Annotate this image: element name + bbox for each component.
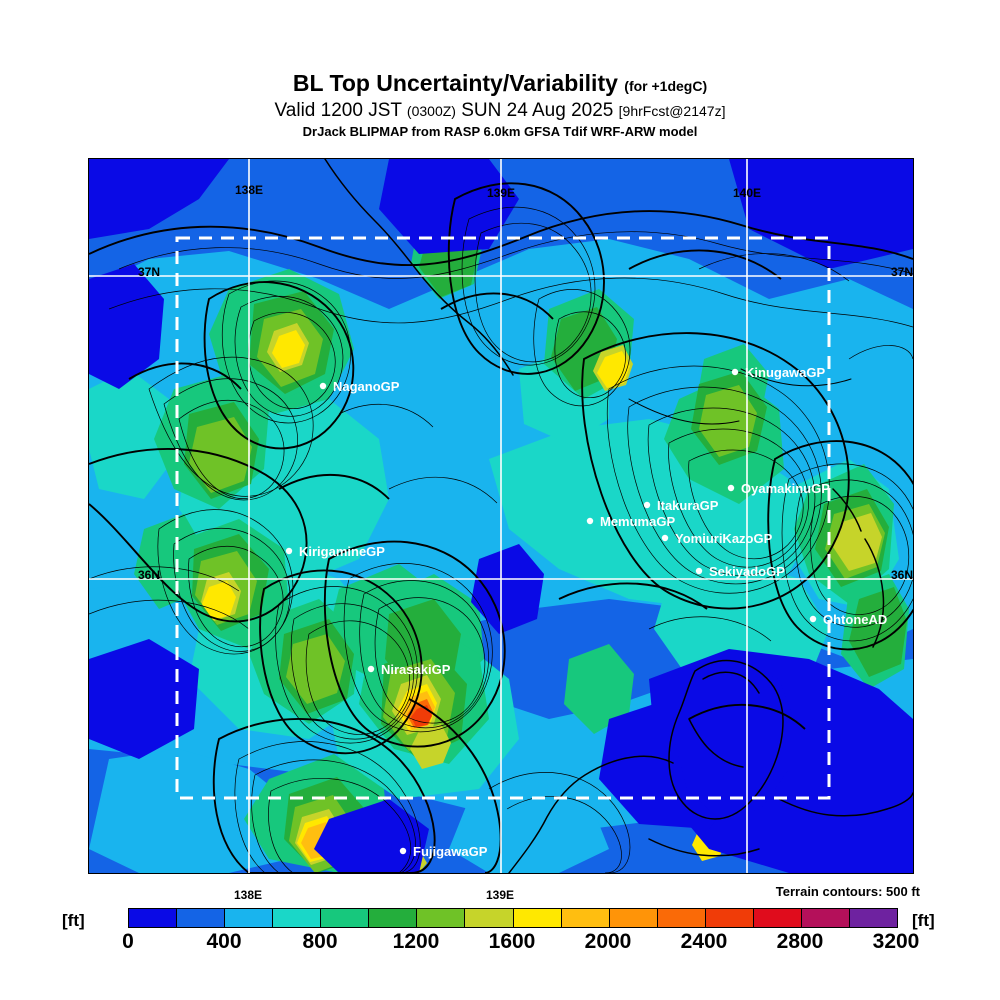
colorbar-tick-2000: 2000 (584, 930, 632, 953)
colorbar-tick-400: 400 (206, 930, 242, 953)
station-dot-yomiurikazogp[interactable] (661, 534, 669, 542)
station-label-memumagp: MemumaGP (600, 514, 675, 529)
coord-label-36n: 36N (891, 568, 913, 582)
title-block: BL Top Uncertainty/Variability (for +1de… (0, 70, 1000, 141)
colorbar-swatch-0 (129, 909, 178, 927)
coord-label-139e: 139E (487, 186, 515, 200)
bottom-coord-label-138e: 138E (233, 888, 263, 902)
title-main: BL Top Uncertainty/Variability (292, 70, 618, 96)
colorbar-swatch-6 (417, 909, 466, 927)
bottom-coord-label-139e: 139E (485, 888, 515, 902)
colorbar-swatches[interactable] (128, 908, 898, 928)
colorbar-swatch-2 (225, 909, 274, 927)
colorbar-tick-2800: 2800 (776, 930, 824, 953)
station-dot-nirasakigp[interactable] (367, 665, 375, 673)
sector-boundary-box (175, 236, 831, 800)
lat-lon-grid (89, 159, 913, 873)
colorbar-swatch-1 (177, 909, 226, 927)
water-tokyo-bay (674, 664, 794, 819)
title-main-line: BL Top Uncertainty/Variability (for +1de… (0, 70, 1000, 99)
colorbar-swatch-14 (801, 909, 850, 927)
colorbar-swatch-5 (369, 909, 418, 927)
station-label-oyamakinugp: OyamakinuGP (741, 481, 830, 496)
colorbar-legend[interactable]: [ft] [ft] 0 400 800 1200 1600 2000 2400 2800 320… (0, 903, 1000, 953)
station-dot-kinugawagp[interactable] (731, 368, 739, 376)
coord-label-37n: 37N (891, 265, 913, 279)
valid-date: SUN 24 Aug 2025 (461, 100, 614, 121)
colorbar-tick-1200: 1200 (392, 930, 440, 953)
unit-label-right: [ft] (912, 911, 935, 930)
colorbar-tick-3200: 3200 (872, 930, 920, 953)
colorbar-swatch-9 (561, 909, 610, 927)
station-label-kirigaminegp: KirigamineGP (299, 544, 385, 559)
terrain-contours-thin (89, 206, 913, 873)
coastline (324, 159, 913, 873)
colorbar-tick-800: 800 (302, 930, 338, 953)
terrain-contour-note: Terrain contours: 500 ft (775, 884, 920, 899)
colorbar-swatch-11 (657, 909, 706, 927)
title-source: DrJack BLIPMAP from RASP 6.0km GFSA Tdif… (302, 124, 698, 139)
coordinate-labels: 138E 139E 140E 37N 37N 36N 36N (138, 183, 913, 582)
station-dot-itakuragp[interactable] (643, 501, 651, 509)
station-dot-fujigawagp[interactable] (399, 847, 407, 855)
station-dot-kirigaminegp[interactable] (285, 547, 293, 555)
station-label-itakuragp: ItakuraGP (657, 498, 719, 513)
colorbar-swatch-15 (849, 909, 897, 927)
colorbar-swatch-12 (705, 909, 754, 927)
map-plot-area[interactable]: 138E 139E 140E 37N 37N 36N 36N NaganoGP Kinugaw… (88, 158, 914, 874)
unit-label-left: [ft] (62, 911, 85, 930)
map-canvas (89, 159, 913, 873)
colorbar-tick-0: 0 (122, 930, 134, 953)
station-dot-memumagp[interactable] (586, 517, 594, 525)
station-label-ohtonead: OhtoneAD (823, 612, 887, 627)
station-markers: NaganoGP KinugawaGP OyamakinuGP ItakuraGPMe… (285, 365, 887, 859)
station-label-yomiurikazogp: YomiuriKazoGP (675, 531, 773, 546)
station-label-sekiyadogp: SekiyadoGP (709, 564, 785, 579)
map-annotation-layer: 138E 139E 140E 37N 37N 36N 36N NaganoGP Kinugaw… (138, 183, 913, 859)
station-label-fujigawagp: FujigawaGP (413, 844, 488, 859)
colorbar-swatch-8 (513, 909, 562, 927)
station-dot-ohtonead[interactable] (809, 615, 817, 623)
colorbar-swatch-4 (321, 909, 370, 927)
coord-label-140e: 140E (733, 186, 761, 200)
colorbar-tick-2400: 2400 (680, 930, 728, 953)
station-label-nirasakigp: NirasakiGP (381, 662, 451, 677)
colorbar-tick-1600: 1600 (488, 930, 536, 953)
station-dot-sekiyadogp[interactable] (695, 567, 703, 575)
station-dot-oyamakinugp[interactable] (727, 484, 735, 492)
colorbar-swatch-10 (609, 909, 658, 927)
coord-label-36n: 36N (138, 568, 160, 582)
coord-label-37n: 37N (138, 265, 160, 279)
station-label-naganogp: NaganoGP (333, 379, 400, 394)
colorbar-swatch-3 (273, 909, 322, 927)
valid-prefix: Valid 1200 JST (274, 100, 402, 121)
title-valid-line: Valid 1200 JST (0300Z) SUN 24 Aug 2025 [… (0, 99, 1000, 123)
colorbar-swatch-7 (465, 909, 514, 927)
title-main-suffix: (for +1degC) (624, 78, 708, 94)
station-dot-naganogp[interactable] (319, 382, 327, 390)
coord-label-138e: 138E (235, 183, 263, 197)
forecast-tag: [9hrFcst@2147z] (618, 103, 726, 119)
station-label-kinugawagp: KinugawaGP (745, 365, 826, 380)
colorbar-swatch-13 (753, 909, 802, 927)
valid-utc: (0300Z) (406, 103, 456, 119)
